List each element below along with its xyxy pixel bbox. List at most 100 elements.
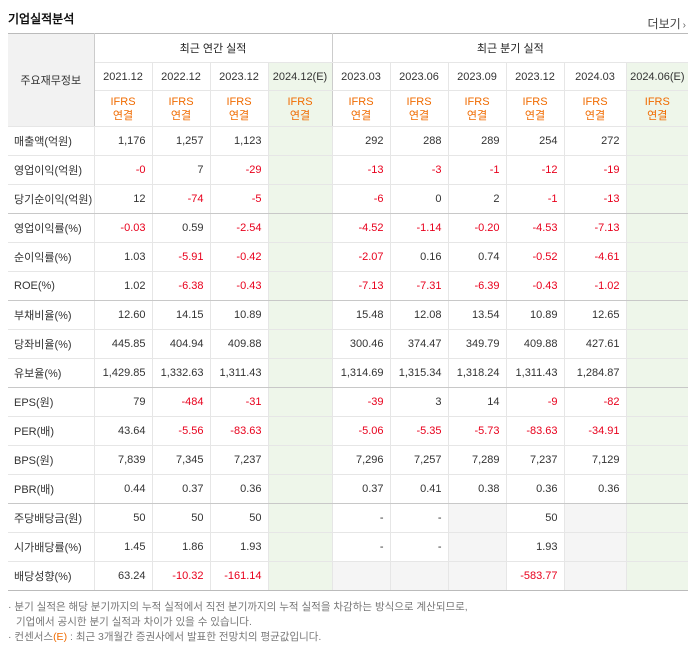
consolidated-text: 연결 — [289, 109, 311, 122]
row-label: 당좌비율(%) — [8, 329, 95, 359]
value-cell — [448, 561, 507, 591]
value-cell: 0.36 — [210, 474, 269, 504]
period-header: 2023.12 — [506, 62, 565, 91]
value-cell: 1.45 — [94, 532, 153, 562]
value-cell — [626, 184, 689, 214]
value-cell: 0.74 — [448, 242, 507, 272]
table-row: 매출액(억원) 1,176 1,257 1,123 292 288 289 254 272 — [8, 126, 689, 156]
value-cell: -0.42 — [210, 242, 269, 272]
value-cell: 1,315.34 — [390, 358, 449, 388]
value-cell — [332, 561, 391, 591]
value-cell: 0.59 — [152, 213, 211, 243]
consolidated-text: 연결 — [647, 109, 668, 122]
value-cell: 10.89 — [506, 300, 565, 330]
value-cell: -0 — [94, 155, 153, 185]
value-cell — [268, 300, 333, 330]
value-cell: -4.61 — [564, 242, 627, 272]
period-header: 2024.03 — [564, 62, 627, 91]
row-label: 영업이익(억원) — [8, 155, 95, 185]
value-cell: 0.37 — [332, 474, 391, 504]
value-cell: 15.48 — [332, 300, 391, 330]
value-cell — [268, 126, 333, 156]
consolidated-text: 연결 — [584, 109, 606, 122]
value-cell: 63.24 — [94, 561, 153, 591]
value-cell: 409.88 — [506, 329, 565, 359]
value-cell: -1 — [506, 184, 565, 214]
value-cell — [268, 358, 333, 388]
value-cell — [268, 503, 333, 533]
value-cell: 0.38 — [448, 474, 507, 504]
value-cell — [564, 561, 627, 591]
value-cell: 50 — [210, 503, 269, 533]
value-cell — [626, 300, 689, 330]
table-row: PBR(배) 0.44 0.37 0.36 0.37 0.41 0.38 0.36 0.36 — [8, 474, 689, 504]
ifrs-label: IFRS 연결 — [332, 90, 391, 127]
value-cell: 288 — [390, 126, 449, 156]
value-cell — [268, 271, 333, 301]
row-label: PBR(배) — [8, 474, 95, 504]
value-cell: 12.65 — [564, 300, 627, 330]
value-cell — [390, 561, 449, 591]
table-row: 순이익률(%) 1.03 -5.91 -0.42 -2.07 0.16 0.74 -0.52-… — [8, 242, 689, 272]
more-label: 더보기 — [647, 17, 681, 31]
ifrs-text: IFRS — [287, 95, 313, 108]
ifrs-label: IFRS 연결 — [152, 90, 211, 127]
value-cell — [564, 532, 627, 562]
row-label: 부채비율(%) — [8, 300, 95, 330]
period-header: 2024.12(E) — [268, 62, 333, 91]
value-cell — [626, 155, 689, 185]
ifrs-text: IFRS — [168, 95, 194, 108]
value-cell: 7,289 — [448, 445, 507, 475]
value-cell: 254 — [506, 126, 565, 156]
table-row: 당기순이익(억원) 12 -74 -5 -6 0 2 -1 -13 — [8, 184, 689, 214]
value-cell: 300.46 — [332, 329, 391, 359]
value-cell: 2 — [448, 184, 507, 214]
value-cell: 409.88 — [210, 329, 269, 359]
value-cell: 0.36 — [506, 474, 565, 504]
value-cell: -5.56 — [152, 416, 211, 446]
ifrs-text: IFRS — [464, 95, 490, 108]
more-link[interactable]: 더보기 › — [648, 15, 686, 32]
period-header: 2023.06 — [390, 62, 449, 91]
value-cell: -1.02 — [564, 271, 627, 301]
value-cell — [626, 445, 689, 475]
value-cell: 0.44 — [94, 474, 153, 504]
value-cell: 3 — [390, 387, 449, 417]
value-cell: 1,123 — [210, 126, 269, 156]
value-cell: 7,296 — [332, 445, 391, 475]
value-cell: 404.94 — [152, 329, 211, 359]
value-cell — [626, 387, 689, 417]
row-label: 매출액(억원) — [8, 126, 95, 156]
value-cell: 1.86 — [152, 532, 211, 562]
value-cell: 1,311.43 — [210, 358, 269, 388]
row-label: 영업이익률(%) — [8, 213, 95, 243]
value-cell: -5.73 — [448, 416, 507, 446]
value-cell: 349.79 — [448, 329, 507, 359]
annual-group-header: 최근 연간 실적 — [94, 33, 333, 63]
value-cell: -83.63 — [506, 416, 565, 446]
value-cell: 7,839 — [94, 445, 153, 475]
value-cell — [626, 213, 689, 243]
value-cell: -19 — [564, 155, 627, 185]
ifrs-label: IFRS 연결 — [448, 90, 507, 127]
quarter-group-header: 최근 분기 실적 — [332, 33, 689, 63]
value-cell: 0.16 — [390, 242, 449, 272]
value-cell — [268, 329, 333, 359]
ifrs-text: IFRS — [348, 95, 374, 108]
value-cell: -39 — [332, 387, 391, 417]
value-cell: -83.63 — [210, 416, 269, 446]
row-label: 배당성향(%) — [8, 561, 95, 591]
value-cell: -484 — [152, 387, 211, 417]
value-cell — [268, 242, 333, 272]
value-cell: -7.31 — [390, 271, 449, 301]
value-cell — [626, 532, 689, 562]
value-cell: -13 — [332, 155, 391, 185]
value-cell: -7.13 — [332, 271, 391, 301]
row-label: BPS(원) — [8, 445, 95, 475]
value-cell: 7,237 — [210, 445, 269, 475]
value-cell: 12.60 — [94, 300, 153, 330]
value-cell — [268, 561, 333, 591]
value-cell: -12 — [506, 155, 565, 185]
value-cell: - — [332, 503, 391, 533]
